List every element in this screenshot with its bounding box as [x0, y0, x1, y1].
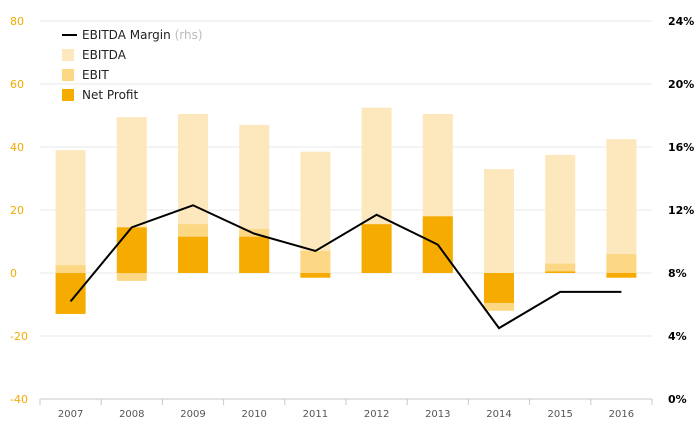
- y-right-tick-label: 8%: [668, 267, 687, 280]
- y-right-tick-label: 12%: [668, 204, 694, 217]
- y-left-tick-label: -40: [10, 393, 28, 406]
- x-tick-label: 2010: [241, 409, 266, 420]
- y-left-tick-label: 20: [10, 204, 24, 217]
- x-tick-label: 2016: [609, 409, 634, 420]
- bar-net-profit: [56, 273, 86, 314]
- y-right-tick-label: 0%: [668, 393, 687, 406]
- x-tick-label: 2014: [486, 409, 511, 420]
- y-left-tick-label: 40: [10, 141, 24, 154]
- bar-ebit: [117, 273, 147, 281]
- bar-net-profit: [606, 273, 636, 278]
- y-right-tick-label: 4%: [668, 330, 687, 343]
- bar-ebit: [56, 265, 86, 273]
- bar-net-profit: [362, 224, 392, 273]
- legend-swatch-ebitda: [62, 49, 74, 61]
- legend-item-ebitda-margin: EBITDA Margin (rhs): [82, 28, 203, 42]
- bars: [56, 108, 637, 314]
- bar-ebit: [300, 251, 330, 273]
- bar-ebitda: [545, 155, 575, 273]
- y-left-tick-label: 60: [10, 78, 24, 91]
- x-tick-label: 2007: [58, 409, 83, 420]
- legend-label-ebit: EBIT: [82, 68, 109, 82]
- bar-ebitda: [56, 150, 86, 273]
- legend-note-rhs: (rhs): [175, 28, 203, 42]
- legend-label-ebitda-margin: EBITDA Margin: [82, 28, 171, 42]
- line-ebitda-margin: [71, 205, 622, 328]
- margin-line: [71, 205, 622, 328]
- x-tick-label: 2009: [180, 409, 205, 420]
- x-tick-label: 2011: [303, 409, 328, 420]
- y-right-tick-label: 20%: [668, 78, 694, 91]
- y-left-tick-label: -20: [10, 330, 28, 343]
- bar-net-profit: [239, 237, 269, 273]
- bar-ebitda: [484, 169, 514, 273]
- legend-label-ebitda: EBITDA: [82, 48, 127, 62]
- y-right-tick-label: 24%: [668, 15, 694, 28]
- bar-net-profit: [178, 237, 208, 273]
- y-left-tick-label: 0: [10, 267, 17, 280]
- legend-swatch-ebit: [62, 69, 74, 81]
- y-left-tick-label: 80: [10, 15, 24, 28]
- bar-ebitda: [606, 139, 636, 273]
- x-tick-label: 2015: [547, 409, 572, 420]
- bar-net-profit: [117, 227, 147, 273]
- x-tick-label: 2008: [119, 409, 144, 420]
- bar-ebit: [606, 254, 636, 273]
- x-tick-label: 2012: [364, 409, 389, 420]
- x-tick-label: 2013: [425, 409, 450, 420]
- legend: EBITDA Margin (rhs) EBITDA EBIT Net Prof…: [62, 28, 203, 102]
- legend-label-net-profit: Net Profit: [82, 88, 138, 102]
- legend-swatch-net-profit: [62, 89, 74, 101]
- bar-net-profit: [484, 273, 514, 303]
- y-right-tick-label: 16%: [668, 141, 694, 154]
- bar-net-profit: [545, 271, 575, 273]
- bar-net-profit: [300, 273, 330, 278]
